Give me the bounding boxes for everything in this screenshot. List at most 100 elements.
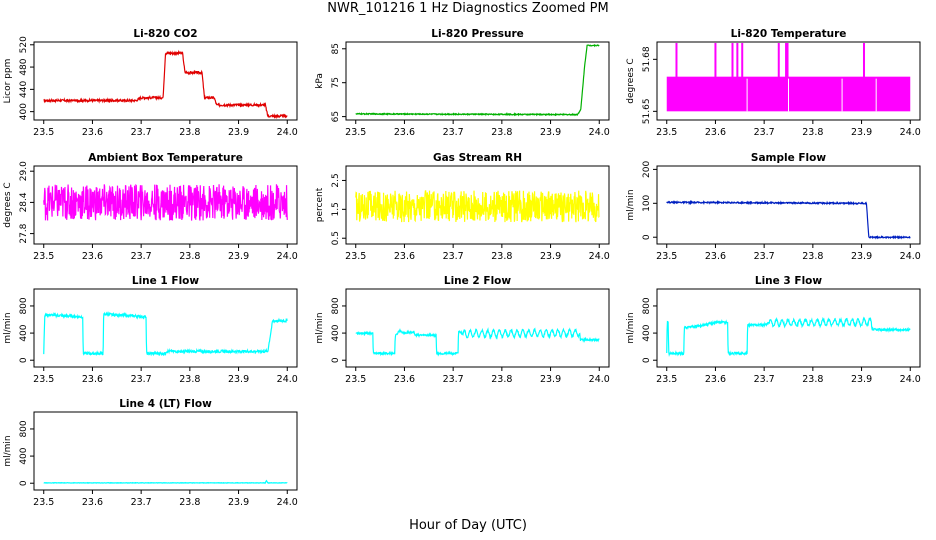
x-tick-label: 23.9: [540, 374, 561, 385]
x-tick-label: 23.6: [82, 497, 103, 508]
series-line: [43, 311, 288, 357]
x-tick-label: 23.6: [82, 374, 103, 385]
x-tick-label: 24.0: [900, 374, 921, 385]
x-tick-label: 23.9: [540, 251, 561, 262]
series-line: [43, 183, 288, 221]
y-tick-label: 800: [19, 297, 29, 314]
x-tick-label: 23.9: [851, 374, 872, 385]
chart-panel: Gas Stream RH percent 23.5 23.6 23.7 23.8 23.9…: [315, 152, 610, 262]
x-tick-label: 23.5: [656, 127, 677, 138]
x-tick-label: 23.9: [228, 374, 249, 385]
y-tick-label: 0: [642, 357, 652, 363]
y-tick-label: 51.68: [642, 46, 652, 72]
series-spike: [785, 43, 788, 78]
y-tick-label: 1.5: [331, 202, 341, 216]
y-tick-label: 85: [331, 43, 341, 54]
chart-panel: Li-820 CO2 Licor ppm 23.5 23.6 23.7 23.8 23.9 2…: [3, 28, 298, 138]
y-axis-label: ml/min: [626, 189, 636, 220]
chart-title: Gas Stream RH: [433, 152, 522, 164]
chart-title: Ambient Box Temperature: [88, 152, 243, 164]
y-tick-label: 65: [331, 111, 341, 122]
y-tick-label: 800: [642, 297, 652, 314]
chart-panel: Ambient Box Temperature degrees C 23.5 23.6…: [3, 152, 298, 262]
x-tick-label: 23.6: [394, 374, 415, 385]
x-tick-label: 24.0: [277, 251, 298, 262]
x-tick-label: 23.9: [228, 497, 249, 508]
series-line: [355, 190, 600, 223]
y-axis-label: degrees C: [3, 182, 13, 227]
x-tick-label: 23.7: [131, 127, 152, 138]
chart-title: Li-820 CO2: [133, 28, 197, 40]
chart-panel: Line 2 Flow ml/min 23.5 23.6 23.7 23.8 23.9 24.…: [315, 275, 610, 385]
x-tick-label: 24.0: [277, 127, 298, 138]
y-axis-label: Licor ppm: [3, 59, 13, 104]
chart-panel: Line 4 (LT) Flow ml/min 23.5 23.6 23.7 23.8 23…: [3, 398, 298, 508]
y-tick-label: 0: [642, 234, 652, 240]
x-tick-label: 23.8: [179, 251, 200, 262]
y-tick-label: 800: [331, 297, 341, 314]
x-tick-label: 23.8: [491, 127, 512, 138]
plot-frame: [656, 41, 921, 121]
y-tick-label: 440: [19, 80, 29, 97]
series-spike: [731, 43, 734, 78]
x-tick-label: 23.5: [345, 127, 366, 138]
x-tick-label: 23.7: [443, 127, 464, 138]
chart-panel: Li-820 Temperature degrees C 23.5 23.6 23.7 2…: [626, 28, 921, 138]
chart-title: Li-820 Pressure: [431, 28, 524, 40]
x-tick-label: 23.6: [394, 127, 415, 138]
y-tick-label: 100: [642, 194, 652, 211]
x-tick-label: 24.0: [900, 251, 921, 262]
plot-frame: [656, 288, 921, 368]
series-line: [43, 479, 288, 484]
plot-frame: [656, 165, 921, 245]
plot-frame: [345, 41, 610, 121]
x-axis-caption: Hour of Day (UTC): [409, 518, 527, 533]
y-tick-label: 200: [642, 161, 652, 178]
x-tick-label: 23.8: [802, 374, 823, 385]
page-title: NWR_101216 1 Hz Diagnostics Zoomed PM: [327, 1, 609, 16]
chart-title: Line 3 Flow: [755, 275, 822, 287]
x-tick-label: 23.6: [705, 127, 726, 138]
x-tick-label: 23.7: [131, 251, 152, 262]
x-tick-label: 24.0: [589, 374, 610, 385]
y-axis-label: ml/min: [315, 312, 325, 343]
y-axis-label: ml/min: [626, 312, 636, 343]
y-tick-label: 400: [642, 324, 652, 341]
x-tick-label: 24.0: [589, 127, 610, 138]
x-tick-label: 23.9: [851, 251, 872, 262]
x-tick-label: 23.8: [179, 497, 200, 508]
chart-panel: Line 3 Flow ml/min 23.5 23.6 23.7 23.8 23.9 24.…: [626, 275, 921, 385]
y-tick-label: 28.4: [19, 192, 29, 212]
x-tick-label: 23.9: [228, 127, 249, 138]
series-line: [355, 327, 600, 357]
chart-title: Line 1 Flow: [132, 275, 199, 287]
x-tick-label: 23.5: [33, 497, 54, 508]
chart-title: Line 4 (LT) Flow: [119, 398, 212, 410]
y-tick-label: 29.0: [19, 161, 29, 181]
x-tick-label: 23.8: [179, 127, 200, 138]
y-axis-label: ml/min: [3, 435, 13, 466]
x-tick-label: 23.9: [851, 127, 872, 138]
series-line: [43, 49, 288, 119]
x-tick-label: 24.0: [277, 497, 298, 508]
y-axis-label: percent: [315, 187, 325, 222]
x-tick-label: 23.8: [179, 374, 200, 385]
y-tick-label: 0: [331, 357, 341, 363]
x-tick-label: 23.5: [345, 251, 366, 262]
series-spike: [675, 43, 678, 78]
x-tick-label: 23.8: [802, 127, 823, 138]
chart-title: Sample Flow: [751, 152, 826, 164]
x-tick-label: 23.5: [33, 127, 54, 138]
chart-title: Line 2 Flow: [444, 275, 511, 287]
y-tick-label: 480: [19, 58, 29, 75]
y-axis-label: ml/min: [3, 312, 13, 343]
y-tick-label: 2.5: [331, 173, 341, 187]
x-tick-label: 24.0: [589, 251, 610, 262]
chart-panel: Line 1 Flow ml/min 23.5 23.6 23.7 23.8 23.9 24.…: [3, 275, 298, 385]
x-tick-label: 23.7: [754, 374, 775, 385]
x-tick-label: 23.7: [754, 251, 775, 262]
y-tick-label: 400: [19, 324, 29, 341]
x-tick-label: 23.6: [82, 251, 103, 262]
series-spike: [786, 43, 789, 78]
